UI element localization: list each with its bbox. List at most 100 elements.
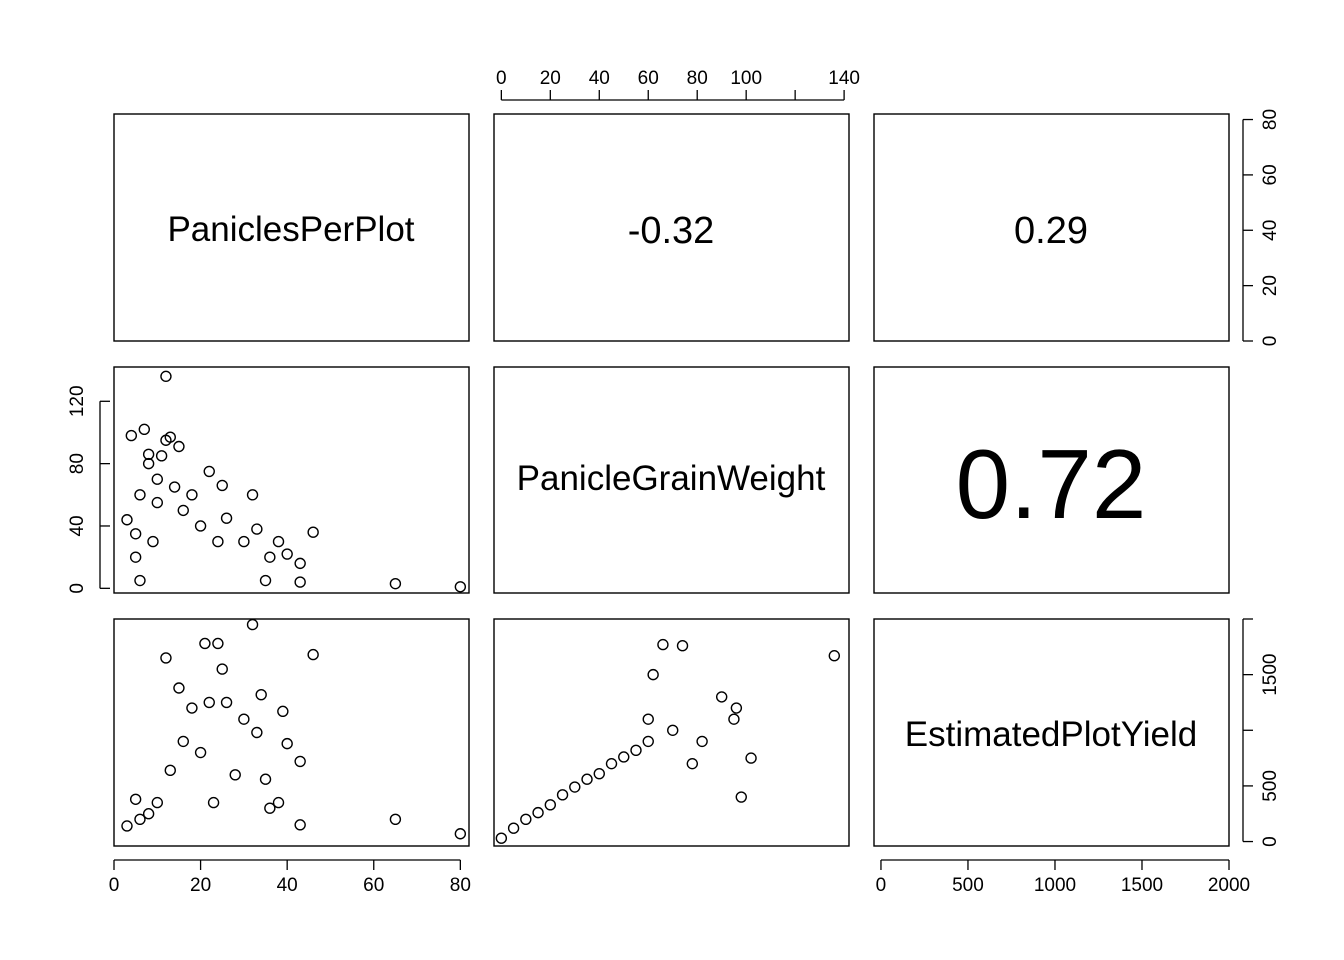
bottom-tick-label-panicles-3: 60 bbox=[363, 875, 384, 896]
point-panicles-vs-yield-28 bbox=[294, 819, 306, 831]
point-panicles-vs-grain-weight-17 bbox=[173, 440, 185, 453]
point-grain-weight-vs-yield-15 bbox=[657, 638, 669, 651]
point-panicles-vs-yield-4 bbox=[151, 796, 163, 809]
point-grain-weight-vs-yield-14 bbox=[642, 713, 654, 725]
point-grain-weight-vs-yield-19 bbox=[696, 735, 708, 748]
right-tick-label-yield-1: 500 bbox=[1260, 770, 1281, 802]
point-panicles-vs-yield-14 bbox=[212, 637, 224, 650]
top-tick-label-grain-weight-1: 20 bbox=[540, 68, 561, 89]
point-panicles-vs-yield-17 bbox=[229, 769, 241, 781]
point-panicles-vs-grain-weight-8 bbox=[142, 448, 155, 460]
point-panicles-vs-yield-31 bbox=[454, 828, 467, 840]
correlation-label-r2c3: 0.72 bbox=[956, 429, 1147, 539]
point-grain-weight-vs-yield-21 bbox=[728, 713, 740, 725]
top-tick-label-grain-weight-3: 60 bbox=[638, 68, 659, 89]
panel-frame-r1c3 bbox=[873, 113, 1230, 342]
point-grain-weight-vs-yield-7 bbox=[581, 773, 593, 785]
point-grain-weight-vs-yield-16 bbox=[667, 724, 679, 736]
bottom-tick-label-panicles-0: 0 bbox=[109, 875, 120, 896]
point-panicles-vs-yield-25 bbox=[277, 705, 289, 718]
point-panicles-vs-yield-19 bbox=[246, 618, 259, 631]
point-panicles-vs-yield-24 bbox=[272, 796, 285, 809]
panel-frame-r1c2 bbox=[493, 113, 850, 342]
point-panicles-vs-grain-weight-33 bbox=[294, 576, 306, 588]
panel-frame-r2c1 bbox=[113, 366, 470, 594]
diag-label-estimated-plot-yield: EstimatedPlotYield bbox=[905, 715, 1197, 754]
bottom-tick-label-yield-2: 1000 bbox=[1034, 875, 1076, 896]
top-tick-label-grain-weight-5: 100 bbox=[730, 68, 762, 89]
diag-label-panicle-grain-weight: PanicleGrainWeight bbox=[517, 459, 826, 498]
point-panicles-vs-grain-weight-4 bbox=[134, 489, 146, 501]
point-panicles-vs-grain-weight-12 bbox=[155, 450, 168, 462]
point-panicles-vs-grain-weight-25 bbox=[238, 535, 250, 548]
bottom-tick-label-yield-0: 0 bbox=[876, 875, 887, 896]
point-panicles-vs-yield-22 bbox=[259, 773, 272, 785]
point-panicles-vs-grain-weight-23 bbox=[216, 479, 228, 492]
point-panicles-vs-yield-11 bbox=[199, 637, 211, 650]
point-grain-weight-vs-yield-1 bbox=[507, 822, 520, 834]
point-grain-weight-vs-yield-22 bbox=[730, 702, 743, 714]
point-panicles-vs-grain-weight-15 bbox=[164, 431, 176, 443]
point-panicles-vs-grain-weight-5 bbox=[134, 574, 146, 587]
point-panicles-vs-grain-weight-1 bbox=[125, 429, 138, 442]
point-grain-weight-vs-yield-5 bbox=[556, 789, 569, 801]
point-panicles-vs-yield-7 bbox=[173, 682, 185, 694]
point-panicles-vs-grain-weight-21 bbox=[203, 465, 215, 478]
bottom-tick-label-panicles-4: 80 bbox=[450, 875, 471, 896]
panel-frame-r3c3 bbox=[873, 618, 1230, 847]
point-panicles-vs-grain-weight-30 bbox=[272, 535, 285, 548]
panel-frame-r3c2 bbox=[493, 618, 850, 847]
point-grain-weight-vs-yield-12 bbox=[642, 735, 654, 748]
point-panicles-vs-yield-6 bbox=[164, 764, 176, 777]
bottom-tick-label-yield-3: 1500 bbox=[1121, 875, 1163, 896]
left-tick-label-grain-weight-3: 120 bbox=[67, 385, 88, 417]
point-panicles-vs-yield-16 bbox=[220, 696, 233, 709]
point-grain-weight-vs-yield-10 bbox=[618, 751, 630, 763]
point-grain-weight-vs-yield-9 bbox=[605, 757, 618, 770]
point-panicles-vs-grain-weight-16 bbox=[168, 481, 181, 493]
point-panicles-vs-yield-12 bbox=[203, 696, 215, 709]
point-panicles-vs-yield-21 bbox=[255, 688, 267, 701]
point-panicles-vs-grain-weight-22 bbox=[212, 535, 224, 548]
point-panicles-vs-grain-weight-27 bbox=[251, 523, 263, 535]
point-panicles-vs-yield-1 bbox=[129, 793, 142, 805]
top-tick-label-grain-weight-0: 0 bbox=[496, 68, 507, 89]
point-grain-weight-vs-yield-18 bbox=[686, 757, 699, 770]
point-grain-weight-vs-yield-13 bbox=[647, 668, 659, 681]
bottom-tick-label-panicles-1: 20 bbox=[190, 875, 211, 896]
point-panicles-vs-grain-weight-10 bbox=[151, 496, 163, 509]
point-panicles-vs-yield-5 bbox=[160, 652, 172, 664]
point-panicles-vs-grain-weight-0 bbox=[121, 514, 133, 526]
left-tick-label-grain-weight-0: 0 bbox=[67, 583, 88, 594]
point-panicles-vs-grain-weight-2 bbox=[129, 551, 142, 563]
point-panicles-vs-grain-weight-20 bbox=[194, 520, 207, 532]
correlation-label-r1c3: 0.29 bbox=[1014, 210, 1088, 252]
right-tick-label-yield-3: 1500 bbox=[1260, 653, 1281, 695]
point-panicles-vs-yield-3 bbox=[142, 808, 155, 820]
point-panicles-vs-grain-weight-13 bbox=[160, 370, 172, 383]
point-panicles-vs-grain-weight-6 bbox=[138, 423, 151, 436]
point-panicles-vs-yield-27 bbox=[294, 755, 306, 768]
point-panicles-vs-yield-9 bbox=[186, 702, 198, 714]
panel-frame-r3c1 bbox=[113, 618, 470, 847]
point-grain-weight-vs-yield-3 bbox=[532, 806, 544, 819]
point-grain-weight-vs-yield-11 bbox=[630, 744, 642, 757]
diag-label-panicles-per-plot: PaniclesPerPlot bbox=[167, 210, 414, 249]
right-tick-label-panicles-1: 20 bbox=[1260, 275, 1281, 296]
point-panicles-vs-yield-0 bbox=[121, 820, 133, 832]
point-grain-weight-vs-yield-2 bbox=[520, 813, 532, 825]
right-tick-label-panicles-2: 40 bbox=[1260, 220, 1281, 241]
point-panicles-vs-grain-weight-26 bbox=[246, 489, 259, 501]
point-panicles-vs-yield-29 bbox=[307, 648, 319, 661]
right-tick-label-yield-0: 0 bbox=[1260, 836, 1281, 847]
point-panicles-vs-grain-weight-24 bbox=[220, 512, 233, 524]
bottom-tick-label-yield-4: 2000 bbox=[1208, 875, 1250, 896]
right-tick-label-panicles-3: 60 bbox=[1260, 164, 1281, 185]
top-tick-label-grain-weight-7: 140 bbox=[828, 68, 860, 89]
panel-frame-r1c1 bbox=[113, 113, 470, 342]
point-panicles-vs-grain-weight-36 bbox=[454, 581, 467, 593]
point-panicles-vs-yield-2 bbox=[134, 813, 146, 825]
